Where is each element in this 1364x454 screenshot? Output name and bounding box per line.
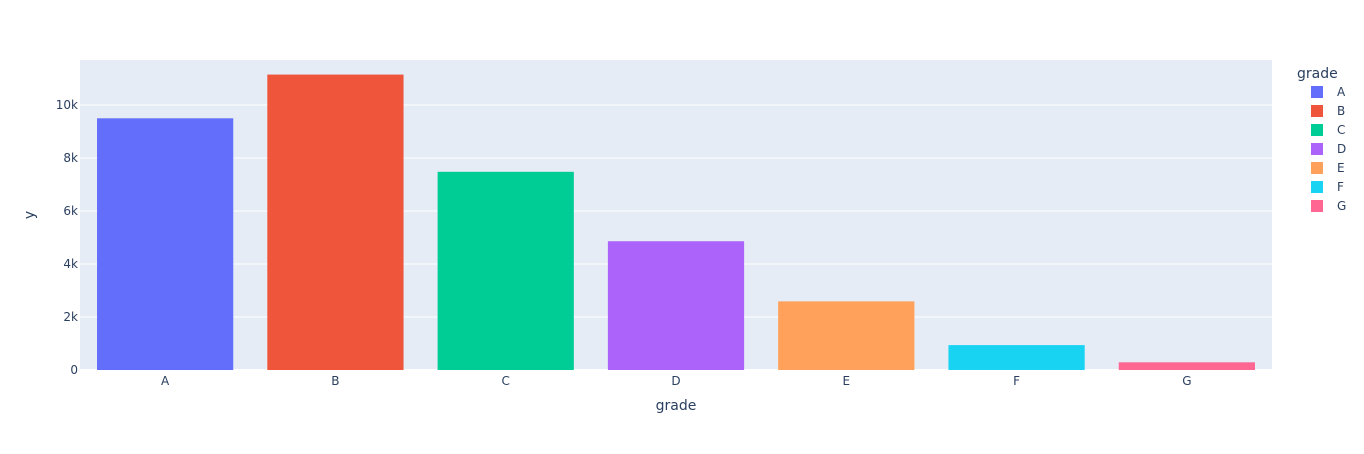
legend-label-C: C — [1337, 123, 1345, 137]
x-tick-label-G: G — [1182, 374, 1191, 388]
legend-swatch-F — [1311, 181, 1323, 193]
x-tick-label-B: B — [331, 374, 339, 388]
bar-A[interactable] — [97, 118, 234, 371]
y-tick-label: 8k — [63, 151, 78, 165]
y-tick-label: 2k — [63, 310, 78, 324]
bar-F[interactable] — [948, 345, 1085, 370]
y-tick-label: 6k — [63, 204, 78, 218]
legend-item-D[interactable]: D — [1311, 142, 1346, 156]
bar-E[interactable] — [778, 301, 915, 370]
legend-swatch-C — [1311, 124, 1323, 136]
bars — [97, 74, 1255, 371]
y-axis-title: y — [22, 211, 38, 219]
bar-G[interactable] — [1118, 362, 1255, 370]
y-tick-label: 0 — [70, 363, 78, 377]
x-tick-label-A: A — [161, 374, 170, 388]
legend-label-B: B — [1337, 104, 1345, 118]
legend-swatch-D — [1311, 143, 1323, 155]
x-tick-label-C: C — [502, 374, 510, 388]
legend-label-F: F — [1337, 180, 1344, 194]
legend-swatch-G — [1311, 200, 1323, 212]
bar-B[interactable] — [267, 74, 404, 371]
legend-item-G[interactable]: G — [1311, 199, 1346, 213]
x-axis-title: grade — [656, 398, 697, 414]
legend-swatch-A — [1311, 86, 1323, 98]
legend-item-C[interactable]: C — [1311, 123, 1345, 137]
legend-title: grade — [1297, 66, 1338, 82]
legend-label-E: E — [1337, 161, 1345, 175]
x-tick-label-D: D — [671, 374, 680, 388]
y-axis-ticks: 0 2k 4k 6k 8k 10k — [56, 98, 78, 377]
y-tick-label: 10k — [56, 98, 78, 112]
legend-label-A: A — [1337, 85, 1346, 99]
x-axis-ticks: A B C D E F G — [161, 374, 1191, 388]
x-tick-label-F: F — [1013, 374, 1020, 388]
legend-item-B[interactable]: B — [1311, 104, 1345, 118]
y-tick-label: 4k — [63, 257, 78, 271]
legend-swatch-B — [1311, 105, 1323, 117]
bar-D[interactable] — [607, 241, 745, 370]
legend-label-D: D — [1337, 142, 1346, 156]
bar-C[interactable] — [437, 171, 574, 370]
legend-label-G: G — [1337, 199, 1346, 213]
legend-item-F[interactable]: F — [1311, 180, 1344, 194]
legend-swatch-E — [1311, 162, 1323, 174]
x-tick-label-E: E — [842, 374, 850, 388]
legend-item-A[interactable]: A — [1311, 85, 1346, 99]
legend-item-E[interactable]: E — [1311, 161, 1345, 175]
